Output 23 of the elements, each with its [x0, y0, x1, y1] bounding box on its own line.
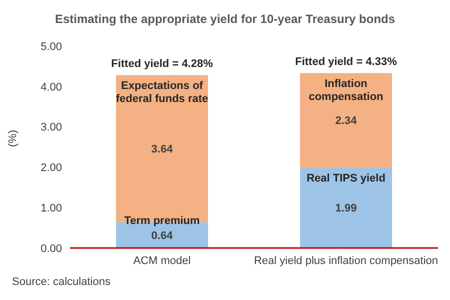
bar: [300, 168, 392, 248]
data-label: 0.64: [151, 230, 174, 242]
annotation: Term premium: [124, 215, 200, 228]
y-tick-label: 4.00: [40, 81, 62, 94]
y-tick-label: 1.00: [40, 202, 62, 215]
data-label: 2.34: [335, 115, 358, 128]
data-label: 1.99: [335, 202, 357, 215]
bar: [300, 73, 392, 168]
annotation: Real TIPS yield: [306, 172, 386, 185]
y-axis-title: (%): [6, 130, 19, 147]
source-note: Source: calculations: [12, 276, 110, 288]
y-tick-label: 0.00: [40, 242, 62, 255]
y-tick-label: 2.00: [40, 162, 62, 174]
data-label: 3.64: [151, 144, 174, 156]
chart-title: Estimating the appropriate yield for 10-year Treasury bonds: [54, 12, 396, 26]
annotation: Fitted yield = 4.28%: [111, 58, 214, 70]
annotation: Expectations of federal funds rate: [116, 80, 208, 106]
annotation: Fitted yield = 4.33%: [295, 56, 398, 68]
y-tick-label: 5.00: [40, 40, 62, 53]
x-tick-label: Real yield plus inflation compensation: [254, 254, 438, 267]
x-tick-label: ACM model: [133, 254, 191, 267]
y-tick-label: 3.00: [40, 122, 62, 134]
annotation: Inflation compensation: [308, 78, 384, 104]
